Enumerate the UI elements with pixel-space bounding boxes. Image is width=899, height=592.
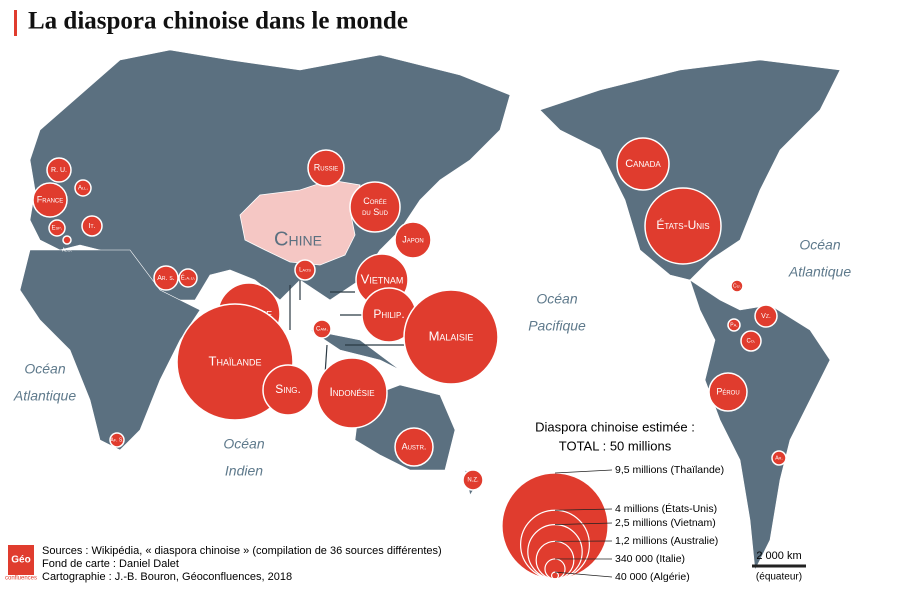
country-label: All. xyxy=(78,186,88,192)
country-label: Corée du Sud xyxy=(362,196,389,217)
logo: Géo confluences xyxy=(5,545,37,582)
country-label: Ar. xyxy=(775,455,783,461)
country-label: Pérou xyxy=(716,386,739,396)
country-circle xyxy=(46,157,72,183)
logo-text: confluences xyxy=(5,576,37,582)
legend-leader xyxy=(554,469,613,474)
legend-label: 1,2 millions (Australie) xyxy=(615,535,718,547)
country-label: Philip. xyxy=(373,307,404,321)
country-circle xyxy=(74,179,92,197)
country-circle xyxy=(730,279,744,293)
country-circle xyxy=(462,469,484,491)
legend-leader xyxy=(554,508,613,511)
legend-label: 340 000 (Italie) xyxy=(615,553,685,565)
country-label: It. xyxy=(89,223,96,230)
ocean-label: Océan xyxy=(24,361,65,377)
country-label: N.Z. xyxy=(467,478,479,484)
legend-circle xyxy=(501,472,609,580)
country-label: Af. S. xyxy=(110,437,123,443)
country-label: Esp. xyxy=(51,226,62,232)
country-circle xyxy=(644,187,722,265)
legend-leader xyxy=(554,571,613,578)
country-label: Laos xyxy=(299,268,311,274)
country-label: Indonésie xyxy=(329,385,374,399)
country-circle xyxy=(394,221,432,259)
ocean-label: Océan xyxy=(536,291,577,307)
country-circle xyxy=(62,235,72,245)
country-circle xyxy=(48,219,66,237)
country-label: Canada xyxy=(625,158,661,170)
country-label: Japon xyxy=(402,234,424,244)
ocean-label: Indien xyxy=(225,463,263,479)
country-circle xyxy=(178,268,198,288)
legend-label: 4 millions (États-Unis) xyxy=(615,502,717,515)
country-label: Vz. xyxy=(761,313,771,320)
ocean-label: Atlantique xyxy=(13,388,76,404)
country-label: R. U. xyxy=(51,167,67,174)
legend-label: 2,5 millions (Vietnam) xyxy=(615,517,716,529)
ocean-label: Atlantique xyxy=(788,264,851,280)
legend-total: TOTAL : 50 millions xyxy=(559,438,672,453)
country-label: Cu. xyxy=(733,283,741,289)
country-label: France xyxy=(37,194,64,204)
country-circle xyxy=(394,427,434,467)
china xyxy=(239,179,361,266)
leader-lines xyxy=(289,280,404,376)
country-label: Austr. xyxy=(402,441,427,451)
country-circle xyxy=(153,265,179,291)
scale-note: (équateur) xyxy=(756,572,802,583)
legend-label: 9,5 millions (Thaïlande) xyxy=(615,464,724,476)
title-bar xyxy=(14,10,17,36)
country-circle xyxy=(616,137,670,191)
country-circle xyxy=(109,432,125,448)
country-circle xyxy=(754,304,778,328)
china-label: Chine xyxy=(274,228,322,250)
ocean-label: Océan xyxy=(223,436,264,452)
country-circle xyxy=(312,319,332,339)
country-label: Sing. xyxy=(275,382,301,396)
country-circle xyxy=(771,450,787,466)
country-circle xyxy=(294,259,316,281)
country-label: É.a.u. xyxy=(181,275,196,282)
ocean-label: Pacifique xyxy=(528,318,586,334)
country-label: Alg. xyxy=(62,247,72,253)
title: La diaspora chinoise dans le monde xyxy=(28,8,408,35)
country-circle xyxy=(349,181,401,233)
ocean-label: Océan xyxy=(799,237,840,253)
source: Fond de carte : Daniel Dalet xyxy=(42,558,179,570)
country-circle xyxy=(708,372,748,412)
source: Sources : Wikipédia, « diaspora chinoise… xyxy=(42,545,442,557)
country-label: Co. xyxy=(746,339,755,345)
legend-leader xyxy=(554,522,613,525)
country-label: Cam. xyxy=(316,327,328,333)
country-label: États-Unis xyxy=(656,217,709,232)
country-label: Pa. xyxy=(730,322,737,328)
country-label: Thaïlande xyxy=(209,353,262,368)
country-circle xyxy=(262,364,314,416)
country-label: Vietnam xyxy=(361,271,404,286)
scale-distance: 2 000 km xyxy=(756,550,801,562)
country-circle xyxy=(727,318,741,332)
country-circle xyxy=(81,215,103,237)
country-circle xyxy=(403,289,499,385)
logo-text: Géo xyxy=(11,555,30,566)
country-label: Russie xyxy=(314,162,339,172)
scale-bar: 2 000 km (équateur) xyxy=(752,550,806,583)
country-circle xyxy=(740,330,762,352)
country-circle xyxy=(307,149,345,187)
country-label: Ar. s. xyxy=(157,275,175,282)
legend-label: 40 000 (Algérie) xyxy=(615,571,690,583)
country-circle xyxy=(316,357,388,429)
legend-title: Diaspora chinoise estimée : xyxy=(535,419,695,434)
source: Cartographie : J.-B. Bouron, Géoconfluen… xyxy=(42,571,292,583)
land xyxy=(19,49,841,572)
country-circle xyxy=(32,182,68,218)
country-label: Malaisie xyxy=(429,328,474,343)
